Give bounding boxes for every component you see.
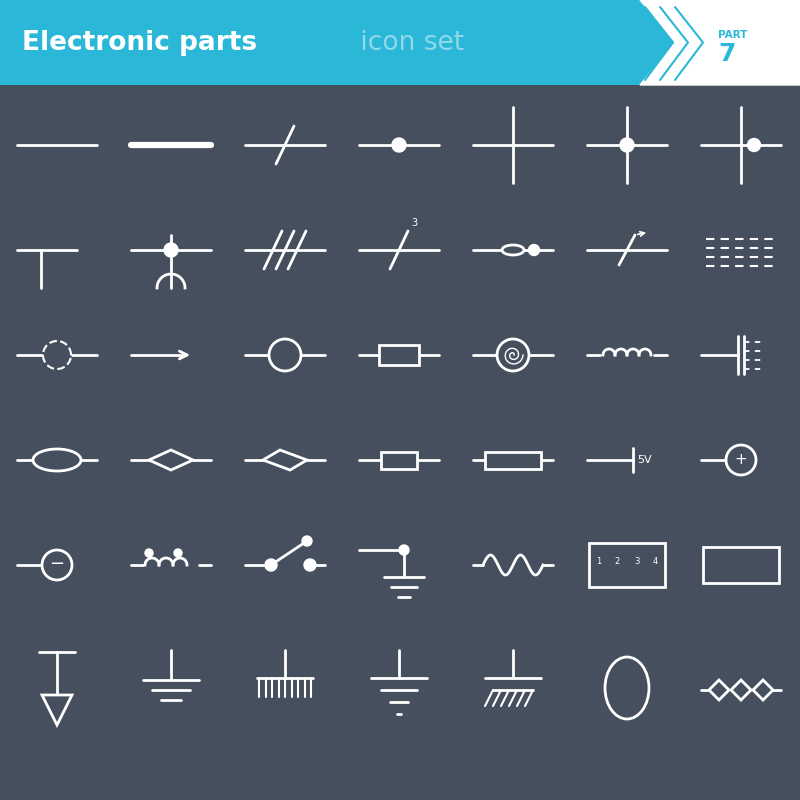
Circle shape bbox=[747, 138, 761, 151]
FancyBboxPatch shape bbox=[381, 451, 417, 469]
Polygon shape bbox=[42, 695, 72, 725]
FancyBboxPatch shape bbox=[703, 547, 779, 583]
Circle shape bbox=[302, 536, 312, 546]
Polygon shape bbox=[753, 680, 773, 700]
Text: 4: 4 bbox=[653, 557, 658, 566]
Circle shape bbox=[726, 445, 756, 475]
Circle shape bbox=[145, 549, 153, 557]
Text: Electronic parts: Electronic parts bbox=[22, 30, 257, 55]
Text: 3: 3 bbox=[411, 218, 417, 228]
Circle shape bbox=[392, 138, 406, 152]
Text: 3: 3 bbox=[634, 557, 639, 566]
Circle shape bbox=[497, 339, 529, 371]
Polygon shape bbox=[149, 450, 193, 470]
Circle shape bbox=[174, 549, 182, 557]
Circle shape bbox=[164, 243, 178, 257]
Circle shape bbox=[529, 245, 539, 255]
Circle shape bbox=[304, 559, 316, 571]
Ellipse shape bbox=[605, 657, 649, 719]
Text: icon set: icon set bbox=[352, 30, 464, 55]
Text: 7: 7 bbox=[718, 42, 735, 66]
Text: −: − bbox=[50, 555, 65, 573]
Polygon shape bbox=[263, 450, 307, 470]
Circle shape bbox=[620, 138, 634, 152]
Circle shape bbox=[269, 339, 301, 371]
Polygon shape bbox=[640, 0, 800, 85]
Text: +: + bbox=[734, 453, 747, 467]
Text: PART: PART bbox=[718, 30, 747, 40]
FancyBboxPatch shape bbox=[379, 345, 419, 365]
Circle shape bbox=[42, 550, 72, 580]
Ellipse shape bbox=[502, 245, 524, 255]
Polygon shape bbox=[709, 680, 729, 700]
FancyBboxPatch shape bbox=[589, 543, 665, 587]
Text: 2: 2 bbox=[615, 557, 620, 566]
Polygon shape bbox=[731, 680, 751, 700]
Circle shape bbox=[399, 545, 409, 555]
Text: 1: 1 bbox=[596, 557, 601, 566]
Circle shape bbox=[265, 559, 277, 571]
Bar bbox=[0, 0, 800, 85]
Text: 5V: 5V bbox=[637, 455, 652, 465]
Ellipse shape bbox=[33, 449, 81, 471]
FancyBboxPatch shape bbox=[485, 451, 541, 469]
